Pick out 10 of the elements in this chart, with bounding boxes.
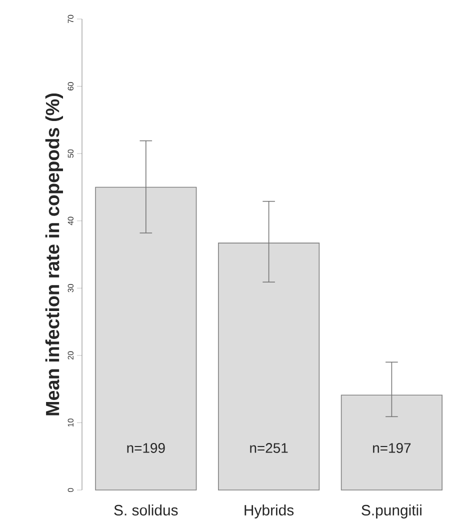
bar (340, 394, 442, 490)
x-tick-label: Hybrids (244, 504, 294, 518)
annotation: n=199 (127, 443, 165, 453)
annotation: n=197 (373, 443, 411, 453)
bar (95, 186, 197, 490)
x-tick-label: S. solidus (114, 504, 178, 516)
x-tick-label: S.pungitii (362, 504, 422, 518)
y-axis-title: Mean infection rate in copepods (%) (45, 93, 63, 416)
bar (218, 242, 320, 490)
annotation: n=251 (250, 443, 288, 453)
